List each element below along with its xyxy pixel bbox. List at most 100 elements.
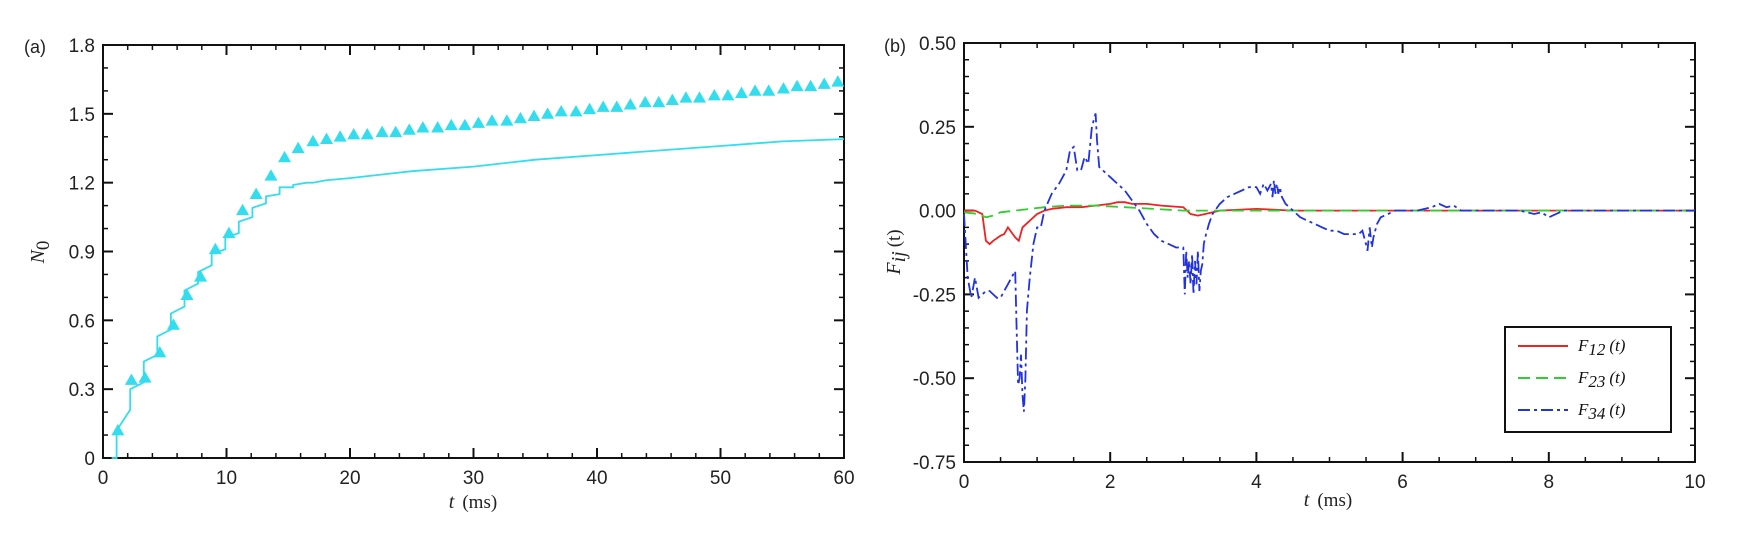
panel-b-legend: F12 (t) F23 (t) F34 (t) [1504,326,1672,433]
legend-entry-f34: F34 (t) [1518,400,1626,423]
triangle-marker [596,100,610,112]
panel-a: (a) 0 10 20 30 40 50 60 0 0.3 0.6 0.9 1.2 1.5 1.8 t(… [24,36,855,513]
panel-a-ticks [102,44,845,459]
legend-label-f12: F12 (t) [1577,336,1626,359]
triangle-marker [333,130,347,142]
triangle-marker [638,95,652,108]
triangle-marker [776,82,790,94]
triangle-marker [513,111,527,124]
legend-box [1504,326,1672,433]
triangle-marker [831,75,845,87]
triangle-marker [762,84,776,96]
panel-b-y-tick-labels: -0.75 -0.50 -0.25 0.00 0.25 0.50 [913,34,956,474]
y-tick-label: 0.25 [919,118,956,139]
y-tick-label: 0.3 [69,380,95,401]
panel-b-y-axis-label: Fij(t) [883,229,910,275]
panel-a-label: (a) [24,37,46,57]
panel-a-x-tick-labels: 0 10 20 30 40 50 60 [98,468,855,489]
y-tick-label: 0 [84,449,95,470]
series-line-f23 [963,204,1695,219]
legend-entry-f23: F23 (t) [1518,368,1626,391]
x-tick-label: 10 [216,468,237,489]
y-tick-label: 0.6 [69,311,95,332]
x-tick-label: 2 [1105,472,1116,493]
panel-b: (b) 0 2 4 6 8 10 -0.75-0.50-0.250.000.250.50 … [883,34,1706,511]
triangle-marker [236,203,250,216]
y-tick-label: -0.75 [913,453,956,474]
x-tick-label: 4 [1251,472,1262,493]
triangle-marker [306,134,320,147]
x-tick-label: 40 [586,468,607,489]
triangle-marker [665,93,679,105]
triangle-marker [500,114,514,126]
triangle-marker [623,98,637,110]
x-tick-label: 6 [1397,472,1408,493]
triangle-marker [431,121,445,133]
panel-a-y-axis-label: N0 [27,241,54,265]
series-line-f12 [964,201,1695,246]
triangle-marker [166,318,180,330]
x-tick-label: 10 [1684,472,1705,493]
triangle-marker [554,105,568,117]
panel-b-series [963,113,1695,412]
triangle-marker [471,116,485,128]
triangle-marker [569,105,583,117]
x-tick-label: 60 [833,468,854,489]
legend-label-f34: F34 (t) [1577,400,1626,423]
triangle-marker [817,77,831,89]
y-tick-label: -0.50 [913,369,956,390]
x-tick-label: 50 [710,468,731,489]
triangle-marker [458,118,472,131]
triangle-marker [264,169,278,181]
triangle-marker [375,125,389,138]
triangle-marker [652,95,666,108]
triangle-marker [278,150,292,163]
triangle-marker [347,127,361,140]
panel-a-y-tick-labels: 0 0.3 0.6 0.9 1.2 1.5 1.8 [69,36,95,470]
x-tick-label: 20 [339,468,360,489]
triangle-marker [138,371,152,383]
y-tick-label: 0.50 [919,34,956,55]
triangle-marker [360,127,374,140]
triangle-marker [389,125,403,138]
legend-label-f23: F23 (t) [1577,368,1626,391]
panel-b-x-axis-label: t (ms) [1304,489,1352,511]
triangle-marker [194,270,208,282]
triangle-marker [444,118,458,131]
triangle-marker [748,84,762,96]
y-tick-label: 1.2 [69,174,95,195]
triangle-marker [707,88,721,101]
panel-a-series [111,75,845,459]
y-tick-label: 0.00 [919,202,956,223]
triangle-marker [124,373,138,385]
triangle-marker [402,123,416,135]
x-tick-label: 0 [98,468,109,489]
y-tick-label: 1.5 [69,105,95,126]
triangle-marker [790,79,804,92]
triangle-marker [527,109,541,122]
triangle-marker [320,132,334,144]
triangle-marker [416,121,430,133]
triangle-marker [610,100,624,112]
triangle-marker [583,102,597,115]
triangle-marker [249,187,263,200]
panel-b-label: (b) [884,36,906,56]
triangle-marker [679,91,693,103]
triangle-marker [804,79,818,92]
triangle-marker [485,114,499,126]
series-line-solid [111,138,845,459]
x-tick-label: 0 [959,472,970,493]
x-tick-label: 30 [463,468,484,489]
triangle-marker [291,141,305,154]
panel-a-x-axis-label: t (ms) [449,491,497,513]
triangle-marker [541,107,555,119]
series-line-f34 [963,113,1695,412]
triangle-marker [734,86,748,99]
y-tick-label: -0.25 [913,285,956,306]
triangle-marker [721,88,735,101]
triangle-marker [693,91,707,103]
panel-b-x-tick-labels: 0 2 4 6 8 10 [959,472,1706,493]
y-tick-label: 0.9 [69,243,95,264]
legend-entry-f12: F12 (t) [1518,336,1626,359]
